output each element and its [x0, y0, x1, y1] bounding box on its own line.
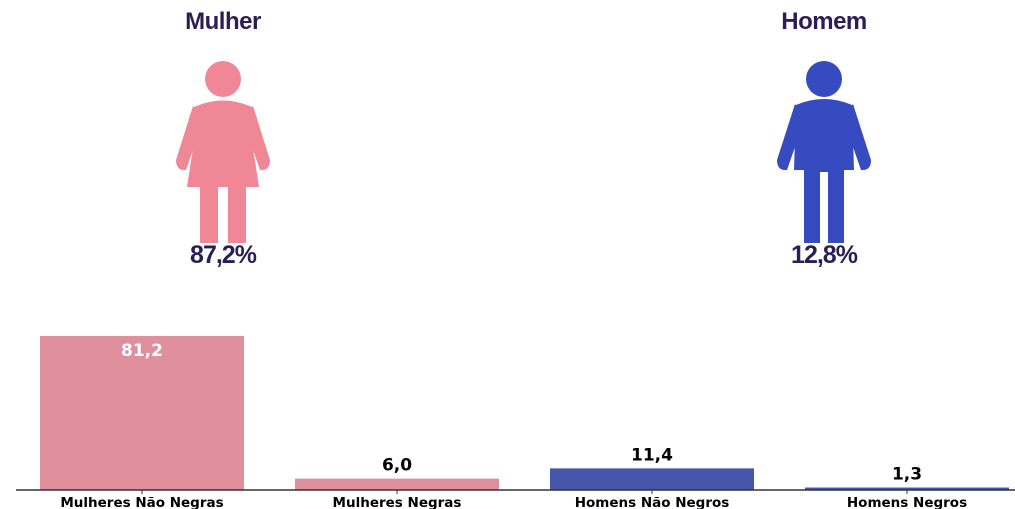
x-tick-label-3: Homens Negros [847, 495, 967, 509]
male-title: Homem [781, 8, 867, 35]
x-tick-label-1: Mulheres Negras [333, 495, 462, 509]
bar-1 [295, 478, 499, 490]
man-icon [777, 61, 871, 243]
bar-value-label-0: 81,2 [121, 341, 163, 361]
woman-icon [176, 61, 270, 243]
bar-value-label-3: 1,3 [892, 465, 922, 485]
bar-0 [40, 336, 244, 490]
bar-chart: 81,2 Mulheres Não Negras 6,0 Mulheres Negra… [16, 336, 1015, 509]
male-percent: 12,8% [791, 241, 858, 269]
x-tick-label-0: Mulheres Não Negras [60, 495, 223, 509]
bar-value-label-2: 11,4 [631, 445, 673, 465]
bar-value-label-1: 6,0 [382, 456, 412, 476]
x-tick-label-2: Homens Não Negros [575, 495, 730, 509]
female-percent: 87,2% [190, 241, 257, 269]
female-title: Mulher [185, 8, 261, 35]
bar-3 [805, 487, 1009, 490]
bar-2 [550, 468, 754, 490]
